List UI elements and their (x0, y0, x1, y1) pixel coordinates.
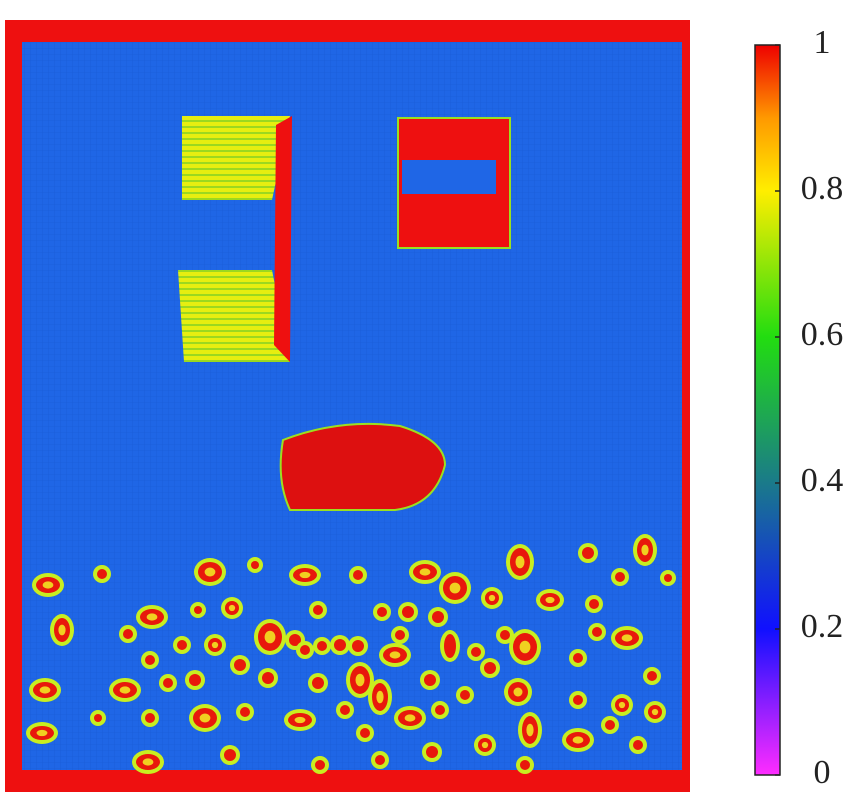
particle (633, 740, 643, 750)
particle-core (513, 687, 523, 697)
particle (240, 707, 250, 717)
colorbar-tick-label: 0.4 (801, 462, 844, 499)
particle-core (618, 701, 626, 709)
yellow-block (182, 116, 290, 200)
colorbar-tick-label: 0.6 (801, 316, 844, 353)
particle-core (58, 624, 66, 636)
particle (426, 746, 438, 758)
particle (300, 645, 310, 655)
particle (500, 630, 510, 640)
particle (435, 705, 445, 715)
red-blob (279, 422, 447, 511)
yellow-block (178, 270, 290, 362)
particle (94, 714, 102, 722)
particle (340, 705, 350, 715)
particle-core (42, 581, 54, 589)
particle-core (199, 713, 211, 723)
particle-core (621, 634, 633, 642)
box-slot (402, 160, 496, 194)
particle (262, 672, 274, 684)
particle-core (39, 686, 51, 694)
particle-core (228, 604, 236, 612)
particle-core (264, 630, 276, 644)
particle (251, 561, 259, 569)
particle (123, 629, 133, 639)
particle-core (204, 567, 216, 577)
colorbar (754, 44, 781, 776)
particle (664, 574, 672, 582)
particle (289, 634, 301, 646)
particle (377, 607, 387, 617)
particle (97, 569, 107, 579)
particle (402, 606, 414, 618)
colorbar-tick-label: 0.8 (801, 170, 844, 207)
particle-core (488, 594, 496, 602)
particle-core (641, 544, 649, 556)
particle (395, 630, 405, 640)
field (5, 20, 690, 792)
particle-core (519, 640, 531, 654)
particle (312, 677, 324, 689)
particle-core (404, 714, 416, 722)
particle (352, 640, 364, 652)
colorbar-tick-label: 0.2 (801, 608, 844, 645)
particle (317, 641, 327, 651)
particle (234, 659, 246, 671)
particle (605, 720, 615, 730)
particle (444, 634, 456, 658)
particle (334, 639, 346, 651)
particle-core (526, 723, 534, 737)
particle (589, 599, 599, 609)
particle-core (481, 741, 489, 749)
colorbar-tick-label: 1 (814, 24, 831, 61)
particle (573, 695, 583, 705)
colorbar-ticks: 0 0.2 0.4 0.6 0.8 1 (775, 24, 843, 791)
particle (573, 653, 583, 663)
particle-core (355, 673, 365, 687)
particle (647, 671, 657, 681)
particle-core (142, 758, 154, 766)
particle (315, 760, 325, 770)
particle-core (36, 729, 48, 737)
particle (615, 572, 625, 582)
particle (163, 678, 173, 688)
particle-core (376, 690, 384, 704)
particle-core (515, 555, 525, 569)
particle (194, 606, 202, 614)
particle-core (449, 582, 461, 594)
particle (424, 674, 436, 686)
particle (471, 647, 481, 657)
particle-core (146, 613, 158, 621)
particle-core (299, 571, 311, 579)
particle-core (119, 686, 131, 694)
colorbar-tick-label: 0 (814, 754, 831, 791)
particle (375, 755, 385, 765)
particle (460, 690, 470, 700)
particle (224, 749, 236, 761)
particle (353, 570, 363, 580)
particle-core (545, 596, 555, 604)
particle (484, 662, 496, 674)
particle (313, 605, 323, 615)
particle-core (419, 568, 431, 576)
particle (432, 611, 444, 623)
particle (520, 760, 530, 770)
particles (26, 534, 676, 774)
particle-core (389, 651, 401, 659)
particle-core (294, 716, 306, 724)
particle-core (572, 736, 584, 744)
particle (145, 713, 155, 723)
particle (189, 674, 201, 686)
particle-core (211, 641, 219, 649)
red-edge (274, 116, 292, 362)
particle (145, 655, 155, 665)
particle (177, 640, 187, 650)
particle (360, 728, 370, 738)
particle (582, 547, 594, 559)
particle-core (651, 708, 659, 716)
particle (592, 627, 602, 637)
